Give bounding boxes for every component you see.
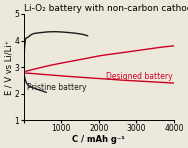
Text: Designed battery: Designed battery	[106, 72, 173, 81]
X-axis label: C / mAh g⁻¹: C / mAh g⁻¹	[72, 135, 125, 144]
Text: Pristine battery: Pristine battery	[27, 83, 87, 92]
Y-axis label: E / V vs Li/Li⁺: E / V vs Li/Li⁺	[4, 40, 13, 95]
Text: Li-O₂ battery with non-carbon cathode: Li-O₂ battery with non-carbon cathode	[24, 4, 188, 13]
